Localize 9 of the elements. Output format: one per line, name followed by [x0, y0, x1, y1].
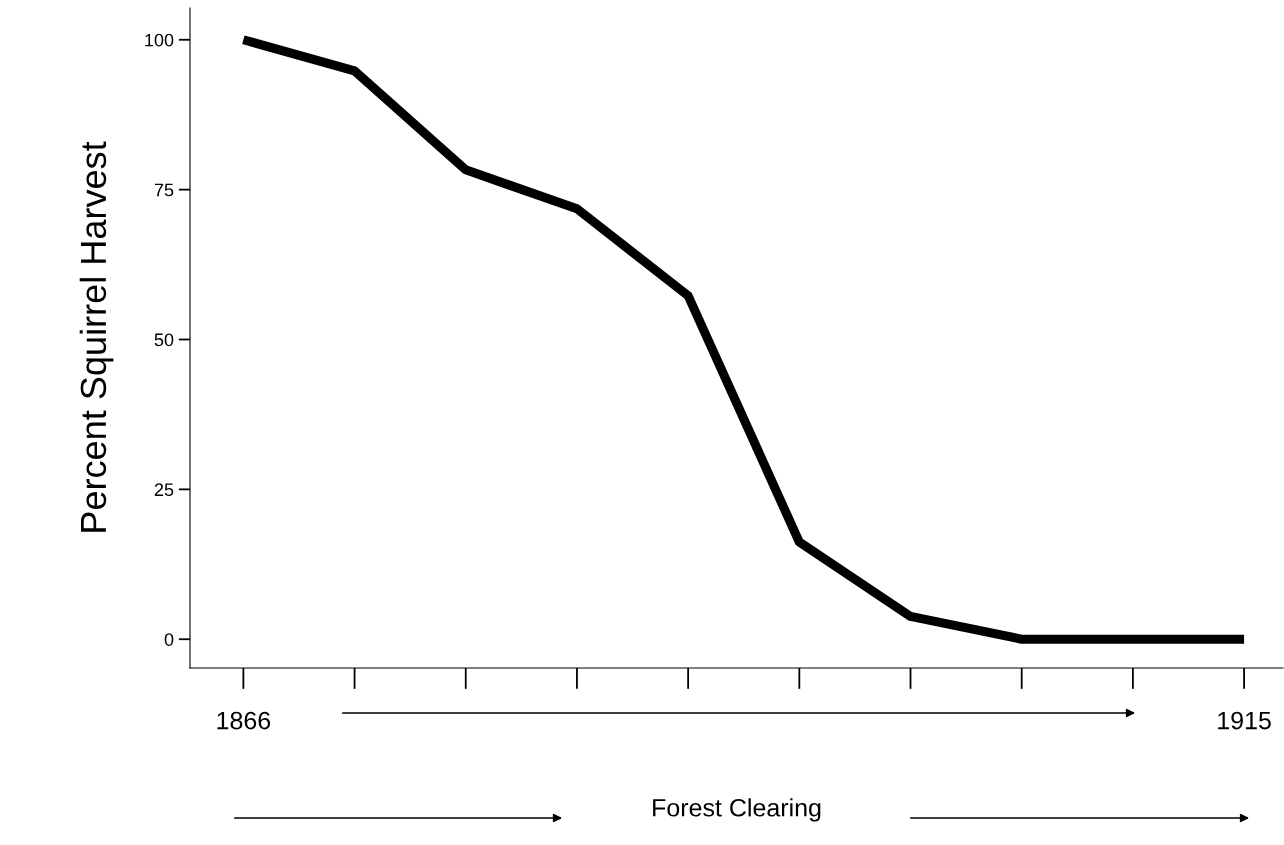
y-tick-label: 25 [154, 483, 174, 497]
y-tick-label: 0 [164, 633, 174, 646]
y-axis-title: Percent Squirrel Harvest [79, 141, 114, 532]
x-axis-title: Forest Clearing [653, 798, 821, 822]
x-tick-label: 1866 [217, 711, 271, 730]
y-tick-label: 75 [154, 183, 174, 197]
y-tick-label: 100 [145, 33, 174, 47]
y-tick-label: 50 [154, 333, 174, 347]
x-tick-label: 1915 [1218, 711, 1271, 730]
